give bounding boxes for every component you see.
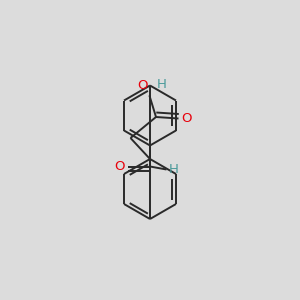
Text: O: O bbox=[137, 80, 148, 92]
Text: O: O bbox=[115, 160, 125, 173]
Text: O: O bbox=[181, 112, 191, 125]
Text: H: H bbox=[157, 79, 167, 92]
Text: H: H bbox=[169, 163, 178, 176]
